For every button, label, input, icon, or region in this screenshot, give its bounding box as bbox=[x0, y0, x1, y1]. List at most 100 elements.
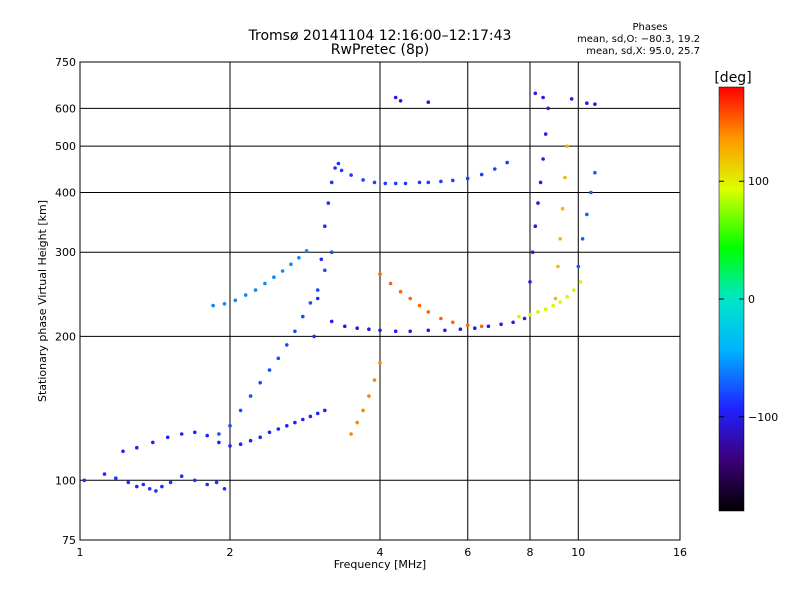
colorbar-tick-label: 100 bbox=[748, 175, 769, 188]
data-point bbox=[349, 432, 353, 436]
data-point bbox=[154, 489, 158, 493]
data-point bbox=[408, 296, 413, 301]
data-point bbox=[443, 328, 447, 333]
data-point bbox=[339, 168, 344, 173]
data-point bbox=[553, 296, 558, 301]
data-point bbox=[367, 394, 371, 398]
data-point bbox=[569, 97, 574, 101]
data-point bbox=[343, 324, 347, 329]
data-point bbox=[536, 310, 540, 314]
data-point bbox=[258, 380, 263, 385]
chart-subtitle: RwPretec (8p) bbox=[331, 42, 429, 58]
data-point bbox=[147, 487, 152, 491]
data-point bbox=[276, 427, 281, 431]
x-axis-label: Frequency [MHz] bbox=[334, 558, 426, 571]
data-point bbox=[576, 264, 581, 269]
data-point bbox=[267, 368, 272, 372]
grid-lines bbox=[80, 62, 680, 540]
data-point bbox=[378, 328, 382, 333]
data-point bbox=[329, 250, 334, 254]
data-point bbox=[378, 272, 382, 276]
data-point bbox=[565, 295, 569, 299]
data-point bbox=[135, 484, 139, 489]
data-point bbox=[439, 179, 443, 184]
data-point bbox=[248, 394, 253, 398]
data-point bbox=[289, 262, 293, 267]
colorbar-tick-label: 0 bbox=[748, 293, 755, 306]
data-point bbox=[543, 307, 548, 312]
data-point bbox=[398, 289, 403, 294]
data-point bbox=[499, 322, 503, 327]
data-point bbox=[151, 440, 155, 445]
data-point bbox=[426, 328, 431, 333]
data-point bbox=[458, 327, 463, 332]
data-point bbox=[297, 255, 301, 260]
data-point bbox=[323, 224, 327, 228]
data-point bbox=[114, 476, 118, 481]
colorbar-label: [deg] bbox=[714, 70, 751, 86]
data-point bbox=[222, 302, 227, 306]
y-tick-label: 200 bbox=[55, 330, 76, 343]
phase-box-line-o: mean, sd,O: −80.3, 19.2 bbox=[577, 34, 700, 45]
data-point bbox=[329, 319, 334, 324]
chart-title: Tromsø 20141104 12:16:00–12:17:43 bbox=[248, 28, 512, 44]
data-point bbox=[511, 320, 515, 325]
data-point bbox=[276, 356, 281, 361]
x-tick-label: 6 bbox=[464, 546, 471, 559]
data-point bbox=[285, 343, 289, 347]
data-point bbox=[565, 144, 569, 148]
data-point bbox=[426, 180, 431, 185]
data-point bbox=[533, 91, 538, 96]
data-point bbox=[308, 301, 313, 305]
data-point bbox=[301, 314, 305, 319]
data-point bbox=[417, 180, 422, 185]
data-point bbox=[403, 181, 408, 186]
data-point bbox=[135, 445, 139, 450]
data-point bbox=[426, 310, 431, 314]
data-point bbox=[280, 269, 285, 273]
data-point bbox=[378, 361, 382, 365]
y-axis-label: Stationary phase Virtual Height [km] bbox=[36, 200, 49, 402]
data-point bbox=[465, 323, 470, 328]
data-point bbox=[589, 190, 593, 195]
data-point bbox=[179, 432, 184, 436]
data-point bbox=[293, 329, 297, 334]
data-point bbox=[253, 288, 258, 292]
data-point bbox=[301, 417, 305, 422]
y-tick-label: 500 bbox=[55, 140, 76, 153]
data-point bbox=[533, 224, 538, 228]
data-point bbox=[217, 432, 221, 436]
data-point bbox=[312, 334, 316, 339]
data-point bbox=[505, 160, 510, 165]
y-tick-label: 600 bbox=[55, 102, 76, 115]
data-point bbox=[580, 237, 585, 241]
data-point bbox=[372, 180, 377, 185]
data-point bbox=[551, 303, 555, 308]
data-point bbox=[451, 320, 455, 325]
data-point bbox=[473, 326, 477, 331]
colorbar-tick-label: −100 bbox=[748, 411, 778, 424]
data-point bbox=[465, 176, 470, 181]
data-point bbox=[126, 480, 131, 485]
data-point bbox=[267, 430, 272, 435]
data-point bbox=[393, 181, 398, 186]
data-point bbox=[349, 173, 353, 177]
data-point bbox=[398, 99, 403, 103]
phase-box-line-x: mean, sd,X: 95.0, 25.7 bbox=[586, 46, 700, 57]
y-tick-label: 750 bbox=[55, 56, 76, 69]
data-point bbox=[82, 478, 87, 483]
data-point bbox=[165, 435, 170, 440]
y-tick-label: 400 bbox=[55, 186, 76, 199]
data-point bbox=[308, 414, 313, 419]
data-point bbox=[361, 408, 365, 413]
data-point bbox=[238, 408, 243, 413]
data-point bbox=[168, 480, 173, 485]
data-point bbox=[355, 326, 360, 331]
phase-box-heading: Phases bbox=[632, 22, 667, 33]
data-point bbox=[238, 442, 243, 447]
data-point bbox=[543, 132, 548, 136]
x-axis-ticks: 1 2 4 6 8 10 16 bbox=[77, 546, 688, 559]
data-point bbox=[560, 206, 565, 211]
data-point bbox=[417, 303, 422, 308]
data-point bbox=[585, 101, 589, 105]
